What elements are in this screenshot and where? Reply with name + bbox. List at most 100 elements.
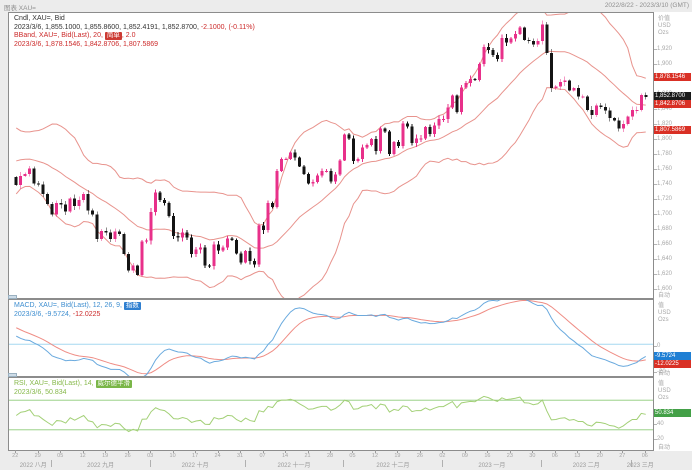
- price-axis-badge: 1,807.5869: [654, 126, 691, 135]
- axis-tick-mark: [654, 274, 657, 276]
- week-tick-mark: [15, 450, 17, 453]
- axis-tick-mark: [654, 424, 657, 426]
- price-axis-badge: 1,852.8700: [654, 92, 691, 101]
- chart-date-range: 2022/8/22 - 2023/3/10 (GMT): [604, 2, 689, 9]
- week-tick-mark: [487, 450, 489, 453]
- candles: [14, 20, 648, 277]
- month-boundary-tick: [442, 460, 444, 467]
- axis-header: 值: [658, 381, 665, 387]
- time-axis[interactable]: 22 29 05 12 19 26 03 10 17 24 31 07 14 21 28 05 12 19 26 02…: [8, 450, 654, 470]
- week-tick-mark: [330, 450, 331, 453]
- day-tick-label: 05: [57, 453, 64, 459]
- day-tick-label: 17: [192, 453, 199, 459]
- week-tick-mark: [644, 450, 646, 453]
- day-tick-label: 22: [12, 453, 19, 459]
- panel-divider-grip[interactable]: [8, 295, 17, 299]
- rsi-tick-label: 40: [657, 421, 664, 428]
- week-tick-mark: [60, 450, 62, 453]
- macd-axis-badge: -9.5724: [654, 351, 691, 360]
- month-boundary-tick: [541, 460, 543, 467]
- macd-value: 2023/3/6, -9.5724,: [14, 310, 71, 318]
- week-tick-mark: [127, 450, 129, 453]
- week-tick-mark: [599, 450, 601, 453]
- axis-tick-mark: [654, 108, 657, 110]
- week-tick-mark: [442, 450, 444, 453]
- month-label: 2023 三月: [626, 463, 654, 469]
- day-tick-label: 26: [124, 453, 131, 459]
- candlestick-chart[interactable]: [9, 13, 653, 298]
- price-tick-label: 1,700: [657, 211, 673, 218]
- day-tick-label: 23: [506, 453, 513, 459]
- macd-autoscale-label[interactable]: 自动: [658, 371, 671, 377]
- month-label: 2022 八月: [19, 463, 47, 469]
- month-label: 2023 一月: [478, 463, 506, 469]
- price-tick-label: 1,840: [657, 105, 673, 112]
- candle-ohlc-values: 2023/3/6, 1,855.1000, 1,855.8600, 1,852.…: [14, 23, 199, 31]
- axis-tick-mark: [654, 48, 657, 50]
- bband-values: 2023/3/6, 1,878.1546, 1,842.8706, 1,807.…: [14, 40, 159, 48]
- week-tick-mark: [352, 450, 354, 453]
- price-tick-label: 1,740: [657, 181, 673, 188]
- candle-legend-title: Cndl, XAU=, Bid: [14, 15, 65, 22]
- price-tick-label: 1,640: [657, 256, 673, 263]
- chart-header: 图表 XAU= 2022/8/22 - 2023/3/10 (GMT): [0, 0, 692, 12]
- price-tick-label: 1,720: [657, 196, 673, 203]
- month-boundary-tick: [150, 460, 152, 467]
- macd-chart[interactable]: [9, 300, 653, 376]
- day-tick-label: 12: [371, 453, 379, 459]
- month-label: 2022 十月: [181, 463, 209, 469]
- macd-matype-chip[interactable]: 指数: [123, 302, 141, 310]
- value-axis-column[interactable]: 价值USDOzs值USDOzs值USDOzs1,9201,9001,8801,8…: [654, 12, 692, 451]
- week-tick-mark: [82, 450, 84, 453]
- rsi-smoothing-chip[interactable]: 威尔德平滑: [95, 380, 133, 388]
- day-tick-label: 10: [169, 453, 176, 459]
- axis-tick-mark: [654, 244, 657, 246]
- price-tick-label: 1,600: [657, 286, 673, 293]
- axis-header: 值: [658, 303, 665, 309]
- week-tick-mark: [577, 450, 579, 453]
- price-tick-label: 1,620: [657, 271, 673, 278]
- price-panel[interactable]: Cndl, XAU=, Bid 2023/3/6, 1,855.1000, 1,…: [8, 12, 654, 299]
- bollinger-upper: [15, 13, 646, 226]
- price-axis-badge: 1,842.8706: [654, 99, 691, 108]
- price-axis-badge: 1,878.1546: [654, 73, 691, 82]
- day-tick-label: 21: [304, 453, 311, 459]
- axis-tick-mark: [654, 229, 657, 231]
- price-tick-label: 1,820: [657, 120, 673, 127]
- axis-tick-mark: [654, 153, 657, 155]
- price-tick-label: 1,780: [657, 150, 673, 157]
- axis-tick-mark: [654, 259, 657, 261]
- axis-header: Ozs: [658, 317, 669, 323]
- month-label: 2022 十一月: [277, 463, 311, 469]
- day-tick-label: 06: [551, 453, 558, 459]
- axis-header: USD: [658, 23, 671, 29]
- rsi-chart[interactable]: [9, 378, 653, 450]
- day-tick-label: 12: [79, 453, 86, 459]
- price-autoscale-label[interactable]: 自动: [658, 293, 671, 299]
- week-tick-mark: [285, 450, 287, 453]
- day-tick-label: 06: [641, 453, 648, 459]
- day-tick-label: 03: [147, 453, 154, 459]
- week-tick-mark: [150, 450, 152, 453]
- macd-axis-badge: -12.0225: [654, 359, 691, 368]
- price-tick-label: 1,900: [657, 60, 673, 67]
- week-tick-mark: [172, 450, 174, 453]
- week-tick-mark: [307, 450, 309, 453]
- price-tick-label: 1,760: [657, 166, 673, 173]
- week-tick-mark: [554, 450, 556, 453]
- price-tick-label: 1,920: [657, 45, 673, 52]
- day-tick-label: 14: [281, 453, 289, 459]
- week-tick-mark: [240, 450, 242, 453]
- axis-header: USD: [658, 388, 671, 394]
- macd-panel[interactable]: MACD, XAU=, Bid(Last), 12, 26, 9, 指数 202…: [8, 299, 654, 377]
- month-boundary-tick: [244, 460, 246, 467]
- axis-tick-mark: [654, 289, 657, 291]
- rsi-panel[interactable]: RSI, XAU=, Bid(Last), 14, 威尔德平滑 2023/3/6…: [8, 377, 654, 451]
- rsi-autoscale-label[interactable]: 自动: [658, 445, 671, 451]
- day-tick-label: 09: [461, 453, 468, 459]
- day-tick-label: 16: [484, 453, 491, 459]
- bband-matype-chip[interactable]: 简单: [104, 32, 122, 40]
- week-tick-mark: [464, 450, 466, 453]
- week-tick-mark: [374, 450, 376, 453]
- panel-divider-grip[interactable]: [8, 373, 17, 377]
